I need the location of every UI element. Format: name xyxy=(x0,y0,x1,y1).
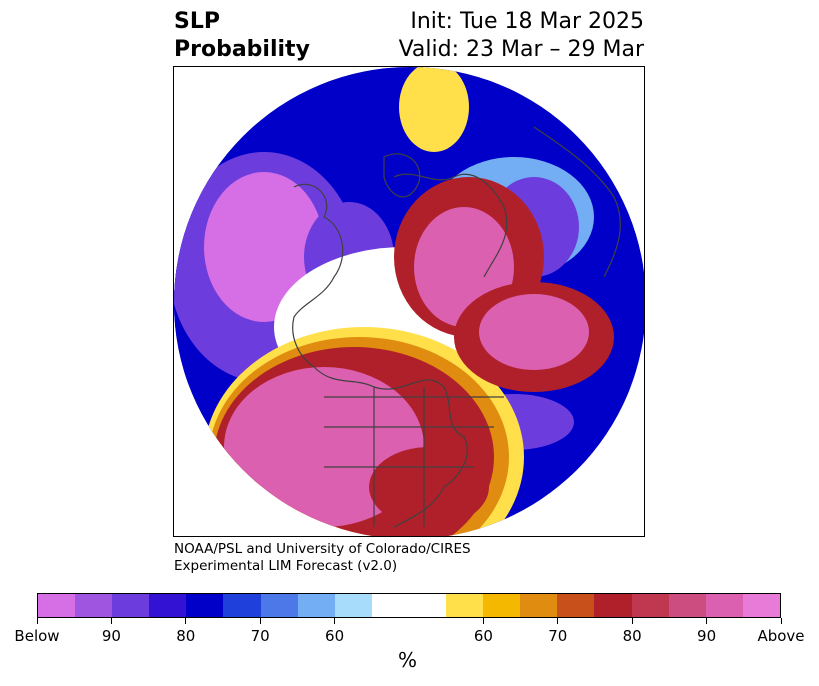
colorbar-segment xyxy=(223,594,261,617)
colorbar-segment xyxy=(668,594,706,617)
title-left: SLP Probability xyxy=(174,8,310,64)
colorbar-tick xyxy=(631,618,633,624)
polar-map xyxy=(174,67,644,536)
colorbar-segment xyxy=(557,594,595,617)
colorbar-tick-label: 80 xyxy=(176,627,196,645)
credit: NOAA/PSL and University of Colorado/CIRE… xyxy=(174,541,471,575)
colorbar-segment xyxy=(483,594,521,617)
colorbar-tick-label: 60 xyxy=(473,627,493,645)
colorbar-tick xyxy=(482,618,484,624)
variable-title: SLP xyxy=(174,9,220,34)
colorbar-segment xyxy=(149,594,187,617)
colorbar-tick-label: 70 xyxy=(548,627,568,645)
colorbar-tick xyxy=(780,618,782,624)
colorbar-segment xyxy=(297,594,335,617)
map-panel xyxy=(173,66,645,537)
colorbar-segment xyxy=(446,594,484,617)
init-date: Init: Tue 18 Mar 2025 xyxy=(410,9,644,34)
valid-range: Valid: 23 Mar – 29 Mar xyxy=(398,37,644,62)
colorbar-tick xyxy=(36,618,38,624)
probability-field xyxy=(174,67,644,536)
colorbar-segment xyxy=(260,594,298,617)
high-region-arctic xyxy=(399,67,469,152)
variable-subtitle: Probability xyxy=(174,37,310,62)
colorbar-tick-label: Below xyxy=(14,627,60,645)
colorbar-tick xyxy=(557,618,559,624)
colorbar xyxy=(37,593,781,618)
colorbar-tick xyxy=(334,618,336,624)
colorbar-segment xyxy=(334,594,372,617)
colorbar-tick-label: 90 xyxy=(697,627,717,645)
colorbar-tick-label: 60 xyxy=(325,627,345,645)
colorbar-unit: % xyxy=(398,648,418,672)
high-region-gulf xyxy=(369,447,489,527)
credit-line-1: NOAA/PSL and University of Colorado/CIRE… xyxy=(174,541,471,557)
colorbar-tick xyxy=(110,618,112,624)
colorbar-tick xyxy=(259,618,261,624)
colorbar-segment xyxy=(38,594,76,617)
colorbar-segment xyxy=(705,594,743,617)
colorbar-segment xyxy=(520,594,558,617)
colorbar-segment xyxy=(742,594,780,617)
colorbar-segment xyxy=(408,594,447,617)
colorbar-segment xyxy=(112,594,150,617)
colorbar-tick xyxy=(185,618,187,624)
colorbar-tick xyxy=(706,618,708,624)
title-right: Init: Tue 18 Mar 2025 Valid: 23 Mar – 29… xyxy=(399,8,644,64)
colorbar-segment xyxy=(75,594,113,617)
colorbar-segment xyxy=(371,594,409,617)
colorbar-segment xyxy=(594,594,632,617)
high-region-north-atlantic-core xyxy=(479,294,589,370)
colorbar-tick-label: 80 xyxy=(622,627,642,645)
credit-line-2: Experimental LIM Forecast (v2.0) xyxy=(174,558,398,574)
colorbar-segment xyxy=(186,594,224,617)
coastlines xyxy=(292,126,621,528)
colorbar-tick-label: Above xyxy=(757,627,805,645)
colorbar-segment xyxy=(631,594,669,617)
colorbar-tick-label: 90 xyxy=(101,627,121,645)
colorbar-tick-label: 70 xyxy=(250,627,270,645)
